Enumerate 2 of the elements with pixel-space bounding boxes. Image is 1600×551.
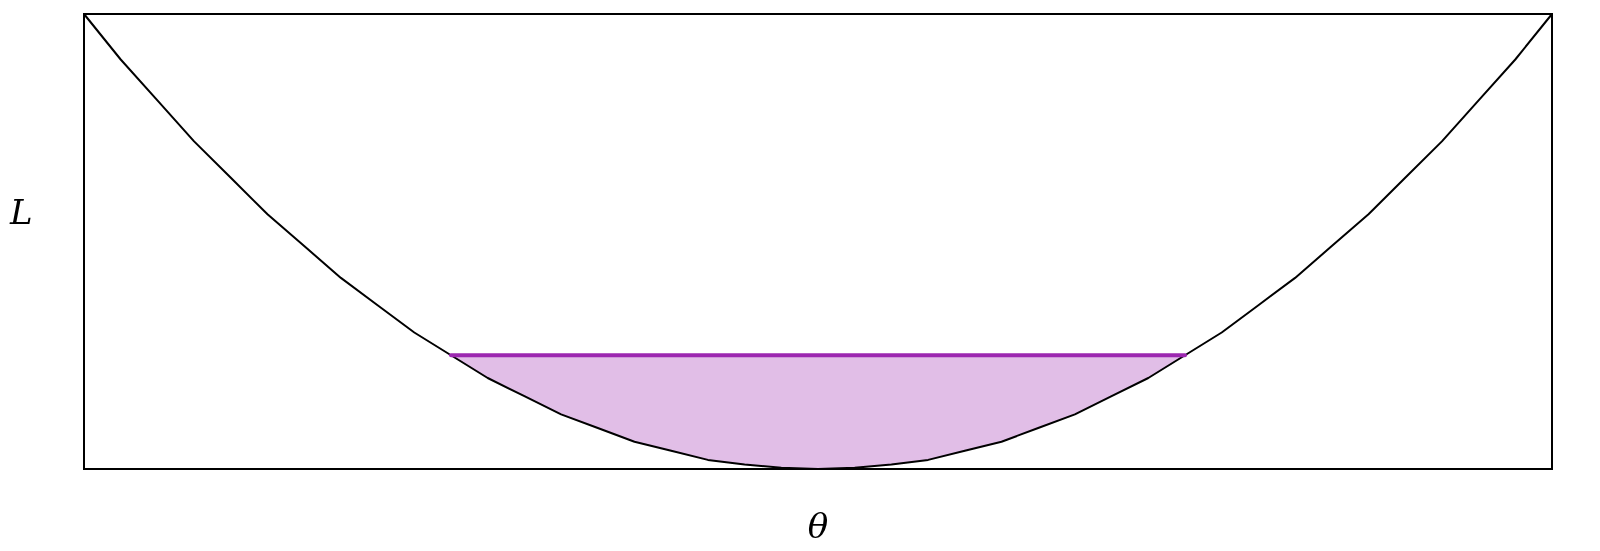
x-axis-title: θ — [807, 506, 829, 546]
y-axis-title: L — [9, 192, 33, 232]
